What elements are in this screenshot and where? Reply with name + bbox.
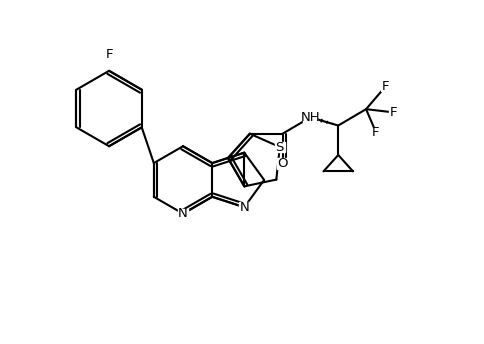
Bar [303, 112, 317, 123]
Bar [276, 158, 287, 169]
Bar [380, 82, 389, 91]
Text: NH: NH [300, 111, 319, 124]
Text: N: N [178, 207, 187, 220]
Text: O: O [277, 157, 287, 170]
Text: F: F [371, 126, 379, 139]
Bar [274, 142, 284, 152]
Bar [239, 202, 249, 212]
Text: F: F [389, 106, 397, 119]
Bar [389, 108, 397, 117]
Bar [178, 209, 188, 219]
Text: N: N [239, 201, 249, 214]
Text: F: F [105, 49, 113, 62]
Text: F: F [381, 80, 389, 93]
Bar [371, 128, 379, 137]
Text: S: S [275, 140, 283, 153]
